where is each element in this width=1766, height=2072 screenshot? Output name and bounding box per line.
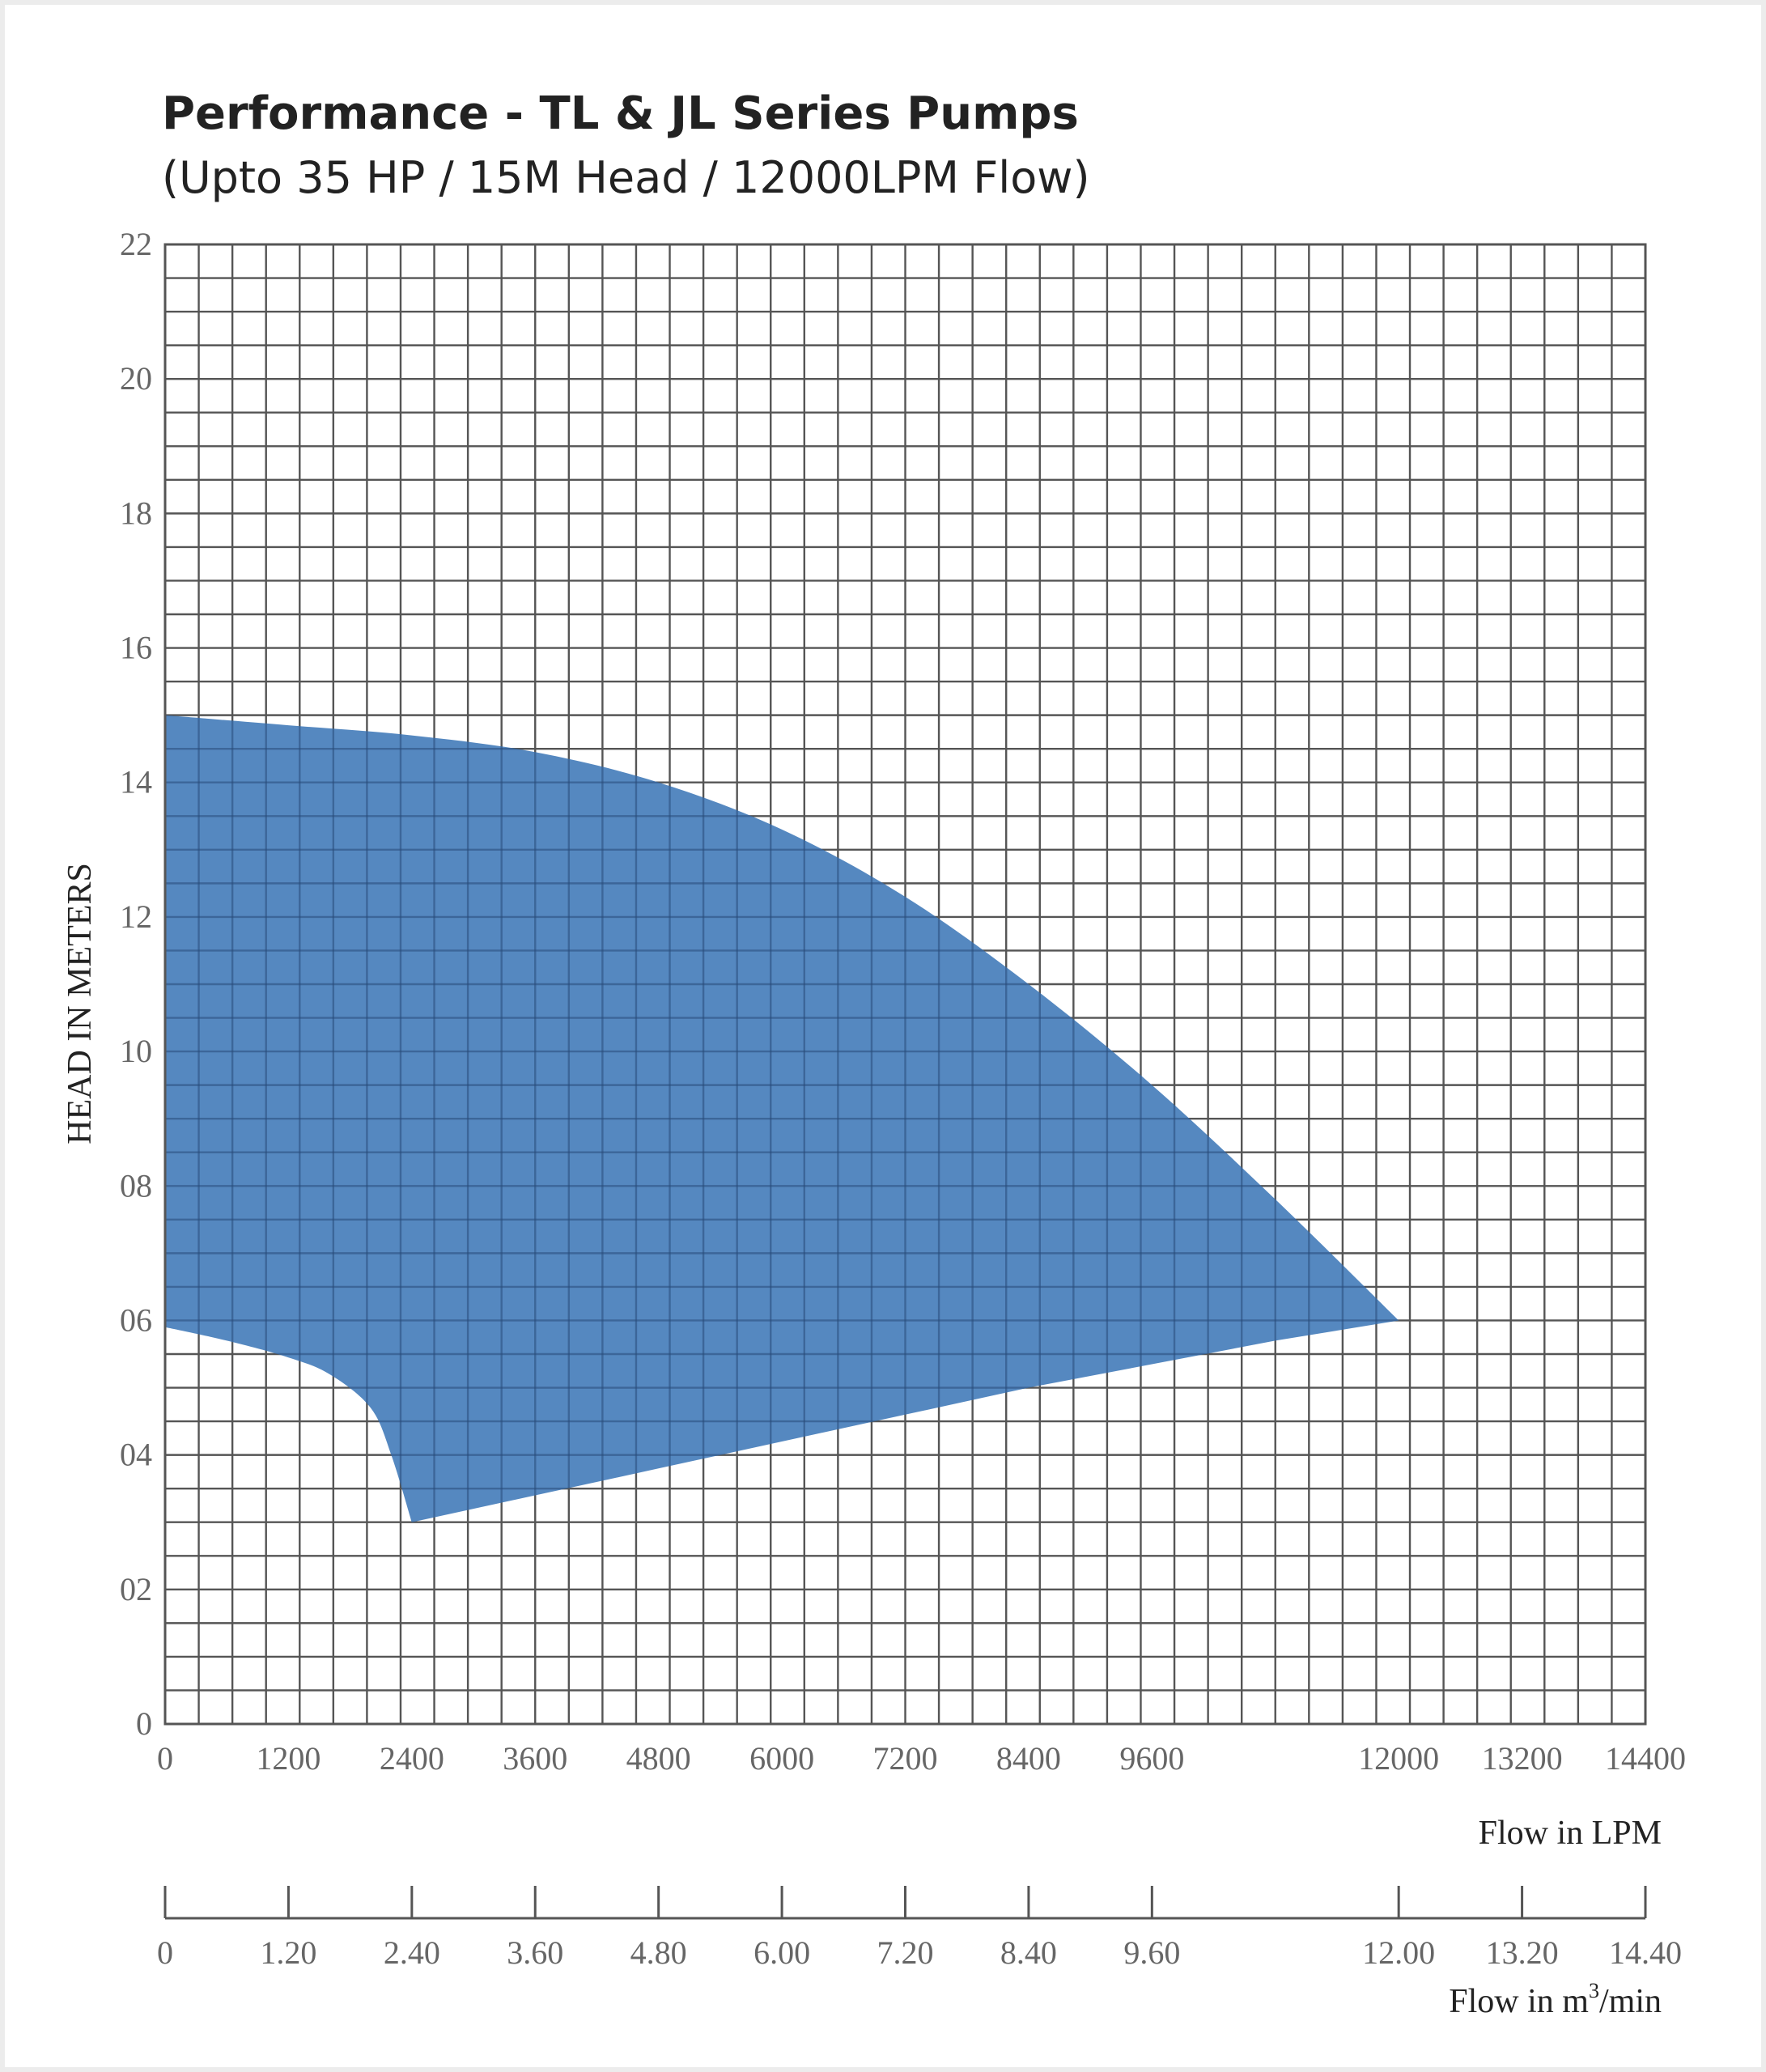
secondary-x-tick-label-7: 8.40: [1000, 1934, 1057, 1971]
y-axis-label: HEAD IN METERS: [62, 863, 99, 1144]
chart-title: Performance - TL & JL Series Pumps: [162, 87, 1079, 140]
secondary-x-tick-label-4: 4.80: [630, 1934, 687, 1971]
secondary-x-axis-label-suffix: /min: [1599, 1983, 1662, 2020]
secondary-x-tick-label-1: 1.20: [260, 1934, 316, 1971]
x-tick-label-4: 4800: [626, 1740, 691, 1777]
x-tick-label-8: 9600: [1119, 1740, 1184, 1777]
secondary-x-tick-label-0: 0: [157, 1934, 173, 1971]
y-tick-label-5: 10: [120, 1033, 152, 1069]
secondary-x-tick-label-8: 9.60: [1123, 1934, 1180, 1971]
y-tick-label-3: 06: [120, 1301, 152, 1338]
y-tick-label-11: 22: [120, 226, 152, 262]
secondary-x-axis-label: Flow in m3/min: [1449, 1979, 1662, 2020]
y-tick-labels: 0 02 04 06 08 10 12 14 16 18 20 22: [120, 226, 152, 1742]
x-tick-label-11: 14400: [1605, 1740, 1686, 1777]
y-tick-label-1: 02: [120, 1571, 152, 1607]
y-tick-label-9: 18: [120, 495, 152, 531]
x-tick-label-7: 8400: [996, 1740, 1061, 1777]
x-tick-label-3: 3600: [503, 1740, 567, 1777]
secondary-x-tick-label-2: 2.40: [384, 1934, 440, 1971]
y-tick-label-0: 0: [136, 1705, 152, 1742]
x-tick-label-1: 1200: [256, 1740, 321, 1777]
y-tick-label-7: 14: [120, 764, 152, 800]
secondary-x-tick-label-9: 12.00: [1362, 1934, 1435, 1971]
y-tick-label-6: 12: [120, 898, 152, 935]
chart-subtitle: (Upto 35 HP / 15M Head / 12000LPM Flow): [162, 152, 1090, 203]
x-tick-label-9: 12000: [1358, 1740, 1439, 1777]
x-tick-label-6: 7200: [873, 1740, 938, 1777]
x-tick-label-0: 0: [157, 1740, 173, 1777]
secondary-x-axis: 0 1.20 2.40 3.60 4.80 6.00 7.20 8.40 9.60 12.00 13…: [157, 1886, 1682, 1971]
secondary-x-axis-label-sup: 3: [1589, 1979, 1599, 2002]
x-tick-label-10: 13200: [1482, 1740, 1563, 1777]
x-axis-label: Flow in LPM: [1479, 1815, 1662, 1852]
y-tick-label-8: 16: [120, 630, 152, 666]
secondary-x-tick-label-6: 7.20: [877, 1934, 934, 1971]
secondary-x-tick-label-3: 3.60: [507, 1934, 563, 1971]
y-tick-label-2: 04: [120, 1437, 152, 1473]
x-tick-label-5: 6000: [749, 1740, 814, 1777]
secondary-x-axis-label-prefix: Flow in m: [1449, 1983, 1589, 2020]
secondary-x-tick-label-5: 6.00: [754, 1934, 810, 1971]
y-tick-label-10: 20: [120, 360, 152, 397]
y-tick-label-4: 08: [120, 1167, 152, 1204]
secondary-x-tick-label-10: 13.20: [1486, 1934, 1559, 1971]
plot-frame: [163, 243, 1647, 1726]
secondary-x-tick-label-11: 14.40: [1609, 1934, 1682, 1971]
x-tick-labels: 0 1200 2400 3600 4800 6000 7200 8400 9600 12000 13…: [157, 1740, 1686, 1777]
x-tick-label-2: 2400: [380, 1740, 444, 1777]
